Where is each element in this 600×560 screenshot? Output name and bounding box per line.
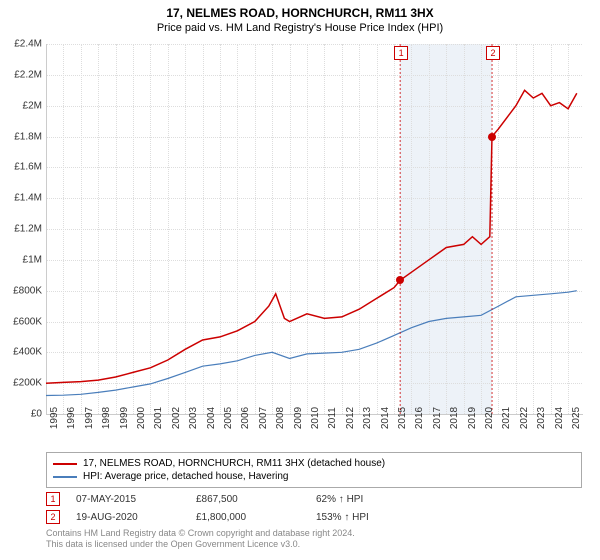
legend-label: HPI: Average price, detached house, Have… <box>83 471 289 482</box>
legend-swatch <box>53 463 77 465</box>
xtick-label: 1997 <box>84 407 95 429</box>
sale-date: 07-MAY-2015 <box>76 494 196 505</box>
sale-pct: 62% ↑ HPI <box>316 494 436 505</box>
xtick-label: 2024 <box>554 407 565 429</box>
xtick-label: 2002 <box>171 407 182 429</box>
chart-title: 17, NELMES ROAD, HORNCHURCH, RM11 3HX <box>0 0 600 20</box>
chart-area: 12 £0£200K£400K£600K£800K£1M£1.2M£1.4M£1… <box>46 44 582 414</box>
table-row: 1 07-MAY-2015 £867,500 62% ↑ HPI <box>46 490 436 508</box>
xtick-label: 2013 <box>362 407 373 429</box>
ytick-label: £600K <box>13 316 42 327</box>
xtick-label: 2023 <box>536 407 547 429</box>
xtick-label: 2009 <box>293 407 304 429</box>
ytick-label: £2.4M <box>14 39 42 50</box>
ytick-label: £200K <box>13 378 42 389</box>
xtick-label: 2017 <box>432 407 443 429</box>
sale-dot <box>488 133 496 141</box>
sale-marker-box: 2 <box>486 46 500 60</box>
ytick-label: £2.2M <box>14 69 42 80</box>
sale-price: £867,500 <box>196 494 316 505</box>
xtick-label: 2005 <box>223 407 234 429</box>
line-series-svg <box>46 44 582 414</box>
chart-container: 17, NELMES ROAD, HORNCHURCH, RM11 3HX Pr… <box>0 0 600 560</box>
xtick-label: 2008 <box>275 407 286 429</box>
ytick-label: £1.8M <box>14 131 42 142</box>
legend-box: 17, NELMES ROAD, HORNCHURCH, RM11 3HX (d… <box>46 452 582 488</box>
sale-marker-icon: 2 <box>46 510 60 524</box>
ytick-label: £2M <box>23 100 42 111</box>
footer-text: Contains HM Land Registry data © Crown c… <box>46 528 355 550</box>
ytick-label: £400K <box>13 347 42 358</box>
xtick-label: 2000 <box>136 407 147 429</box>
xtick-label: 1995 <box>49 407 60 429</box>
series-price_paid <box>46 90 577 383</box>
xtick-label: 2016 <box>414 407 425 429</box>
ytick-label: £1.2M <box>14 224 42 235</box>
footer-line: Contains HM Land Registry data © Crown c… <box>46 528 355 539</box>
legend-label: 17, NELMES ROAD, HORNCHURCH, RM11 3HX (d… <box>83 458 385 469</box>
ytick-label: £1.4M <box>14 193 42 204</box>
sale-price: £1,800,000 <box>196 512 316 523</box>
table-row: 2 19-AUG-2020 £1,800,000 153% ↑ HPI <box>46 508 436 526</box>
xtick-label: 2025 <box>571 407 582 429</box>
xtick-label: 2007 <box>258 407 269 429</box>
footer-line: This data is licensed under the Open Gov… <box>46 539 355 550</box>
ytick-label: £0 <box>31 409 42 420</box>
xtick-label: 1998 <box>101 407 112 429</box>
sale-marker-box: 1 <box>394 46 408 60</box>
xtick-label: 2003 <box>188 407 199 429</box>
sale-date: 19-AUG-2020 <box>76 512 196 523</box>
legend-row: HPI: Average price, detached house, Have… <box>53 470 575 483</box>
xtick-label: 1996 <box>66 407 77 429</box>
sale-pct: 153% ↑ HPI <box>316 512 436 523</box>
sale-dot <box>396 276 404 284</box>
xtick-label: 2010 <box>310 407 321 429</box>
ytick-label: £800K <box>13 285 42 296</box>
xtick-label: 2019 <box>467 407 478 429</box>
xtick-label: 2018 <box>449 407 460 429</box>
xtick-label: 2004 <box>206 407 217 429</box>
xtick-label: 2011 <box>327 407 338 429</box>
sale-marker-icon: 1 <box>46 492 60 506</box>
xtick-label: 2001 <box>153 407 164 429</box>
xtick-label: 2022 <box>519 407 530 429</box>
series-hpi <box>46 291 577 396</box>
sales-table: 1 07-MAY-2015 £867,500 62% ↑ HPI 2 19-AU… <box>46 490 436 526</box>
xtick-label: 2006 <box>240 407 251 429</box>
xtick-label: 2015 <box>397 407 408 429</box>
chart-subtitle: Price paid vs. HM Land Registry's House … <box>0 20 600 34</box>
xtick-label: 2012 <box>345 407 356 429</box>
ytick-label: £1M <box>23 254 42 265</box>
legend-row: 17, NELMES ROAD, HORNCHURCH, RM11 3HX (d… <box>53 457 575 470</box>
xtick-label: 2014 <box>380 407 391 429</box>
xtick-label: 1999 <box>119 407 130 429</box>
xtick-label: 2020 <box>484 407 495 429</box>
ytick-label: £1.6M <box>14 162 42 173</box>
xtick-label: 2021 <box>501 407 512 429</box>
legend-swatch <box>53 476 77 478</box>
